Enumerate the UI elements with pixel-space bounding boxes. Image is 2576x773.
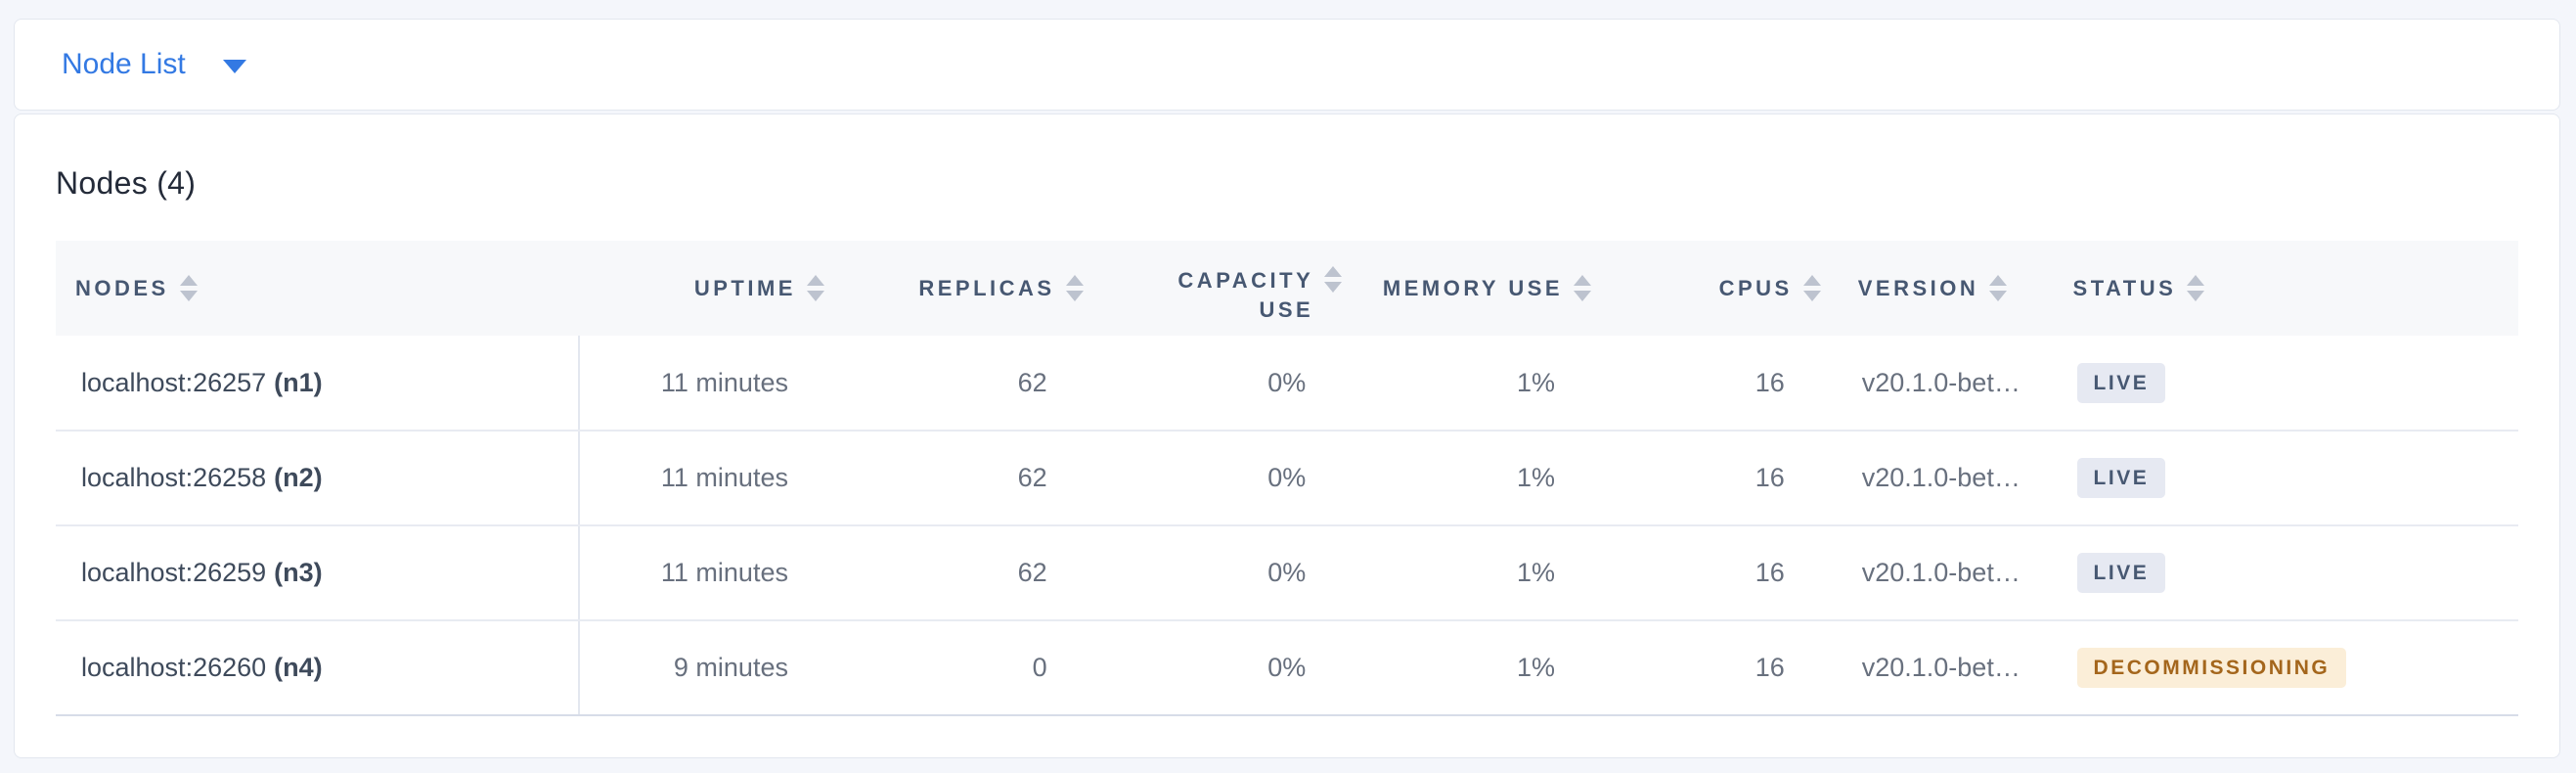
cell-capacity_use: 0% <box>1100 620 1360 716</box>
sort-icon <box>2187 275 2205 301</box>
cell-capacity_use: 0% <box>1100 525 1360 621</box>
node-list-dropdown[interactable]: Node List <box>62 48 246 81</box>
cell-version: v20.1.0-bet… <box>1838 336 2054 432</box>
cell-memory_use: 1% <box>1359 525 1610 621</box>
status-badge: LIVE <box>2076 362 2166 403</box>
cell-status: LIVE <box>2053 431 2518 526</box>
sort-icon <box>1065 275 1084 301</box>
page-title: Nodes (4) <box>56 165 197 201</box>
cell-uptime: 11 minutes <box>579 336 842 432</box>
cell-memory_use: 1% <box>1359 336 1610 432</box>
node-address: localhost:26259 <box>81 558 267 587</box>
cell-replicas: 62 <box>841 336 1101 432</box>
column-label-version: VERSION <box>1857 275 1979 300</box>
column-header-uptime[interactable]: UPTIME <box>579 241 842 336</box>
sort-icon <box>1324 266 1343 293</box>
cell-nodes: localhost:26258 (n2) <box>56 431 581 526</box>
node-row[interactable]: localhost:26260 (n4) 9 minutes 0 0% 1% 16 v20.1… <box>56 620 2518 716</box>
chevron-down-icon <box>222 60 246 73</box>
cell-uptime: 9 minutes <box>579 620 842 716</box>
column-header-replicas[interactable]: REPLICAS <box>841 241 1101 336</box>
cell-memory_use: 1% <box>1359 620 1610 716</box>
column-header-capacity_use[interactable]: CAPACITY USE <box>1100 241 1360 336</box>
column-header-memory_use[interactable]: MEMORY USE <box>1359 241 1610 336</box>
nodes-table: NODES UPTIME REPLICAS CAPACITY USE MEMORY US… <box>56 241 2518 716</box>
column-label-status: STATUS <box>2072 275 2177 300</box>
cell-replicas: 0 <box>841 620 1101 716</box>
node-row[interactable]: localhost:26259 (n3) 11 minutes 62 0% 1% 16 v20… <box>56 525 2518 621</box>
nodes-card: Nodes (4) NODES UPTIME REPLICAS CAPACITY US… <box>14 114 2560 758</box>
node-id: (n1) <box>274 367 323 397</box>
column-label-capacity_use: CAPACITY USE <box>1177 268 1314 322</box>
node-id: (n2) <box>274 463 323 492</box>
sort-icon <box>1989 275 2008 301</box>
column-label-uptime: UPTIME <box>693 275 796 300</box>
column-label-nodes: NODES <box>75 275 169 300</box>
status-badge: DECOMMISSIONING <box>2076 648 2347 688</box>
column-header-nodes[interactable]: NODES <box>56 241 580 336</box>
node-row[interactable]: localhost:26257 (n1) 11 minutes 62 0% 1% 16 v20… <box>56 336 2518 432</box>
cell-uptime: 11 minutes <box>579 525 842 621</box>
cell-nodes: localhost:26257 (n1) <box>56 336 581 432</box>
cell-uptime: 11 minutes <box>579 431 842 526</box>
node-row[interactable]: localhost:26258 (n2) 11 minutes 62 0% 1% 16 v20… <box>56 431 2518 526</box>
cell-replicas: 62 <box>841 525 1101 621</box>
node-id: (n3) <box>274 558 323 587</box>
node-list-dropdown-label: Node List <box>62 48 186 80</box>
node-address: localhost:26257 <box>81 367 267 397</box>
node-address: localhost:26260 <box>81 653 267 682</box>
cell-replicas: 62 <box>841 431 1101 526</box>
cell-capacity_use: 0% <box>1100 336 1360 432</box>
cell-cpus: 16 <box>1609 431 1839 526</box>
column-header-status[interactable]: STATUS <box>2053 241 2518 336</box>
status-badge: LIVE <box>2076 458 2166 498</box>
cell-cpus: 16 <box>1609 620 1839 716</box>
cell-nodes: localhost:26260 (n4) <box>56 620 581 716</box>
view-selector-bar: Node List <box>14 19 2560 111</box>
cell-status: LIVE <box>2053 336 2518 432</box>
table-header-row: NODES UPTIME REPLICAS CAPACITY USE MEMORY US… <box>56 241 2518 336</box>
cell-capacity_use: 0% <box>1100 431 1360 526</box>
sort-icon <box>806 275 824 301</box>
cell-cpus: 16 <box>1609 336 1839 432</box>
column-header-cpus[interactable]: CPUS <box>1609 241 1839 336</box>
cell-version: v20.1.0-bet… <box>1838 620 2054 716</box>
column-label-memory_use: MEMORY USE <box>1382 275 1564 300</box>
sort-icon <box>1802 275 1821 301</box>
sort-icon <box>179 275 198 301</box>
node-address: localhost:26258 <box>81 463 267 492</box>
node-id: (n4) <box>274 653 323 682</box>
status-badge: LIVE <box>2076 553 2166 593</box>
cell-version: v20.1.0-bet… <box>1838 431 2054 526</box>
sort-icon <box>1574 275 1592 301</box>
column-label-replicas: REPLICAS <box>918 275 1055 300</box>
cell-memory_use: 1% <box>1359 431 1610 526</box>
column-header-version[interactable]: VERSION <box>1838 241 2054 336</box>
cell-cpus: 16 <box>1609 525 1839 621</box>
cell-status: DECOMMISSIONING <box>2053 620 2518 716</box>
cell-version: v20.1.0-bet… <box>1838 525 2054 621</box>
cell-nodes: localhost:26259 (n3) <box>56 525 581 621</box>
cell-status: LIVE <box>2053 525 2518 621</box>
column-label-cpus: CPUS <box>1718 275 1793 300</box>
